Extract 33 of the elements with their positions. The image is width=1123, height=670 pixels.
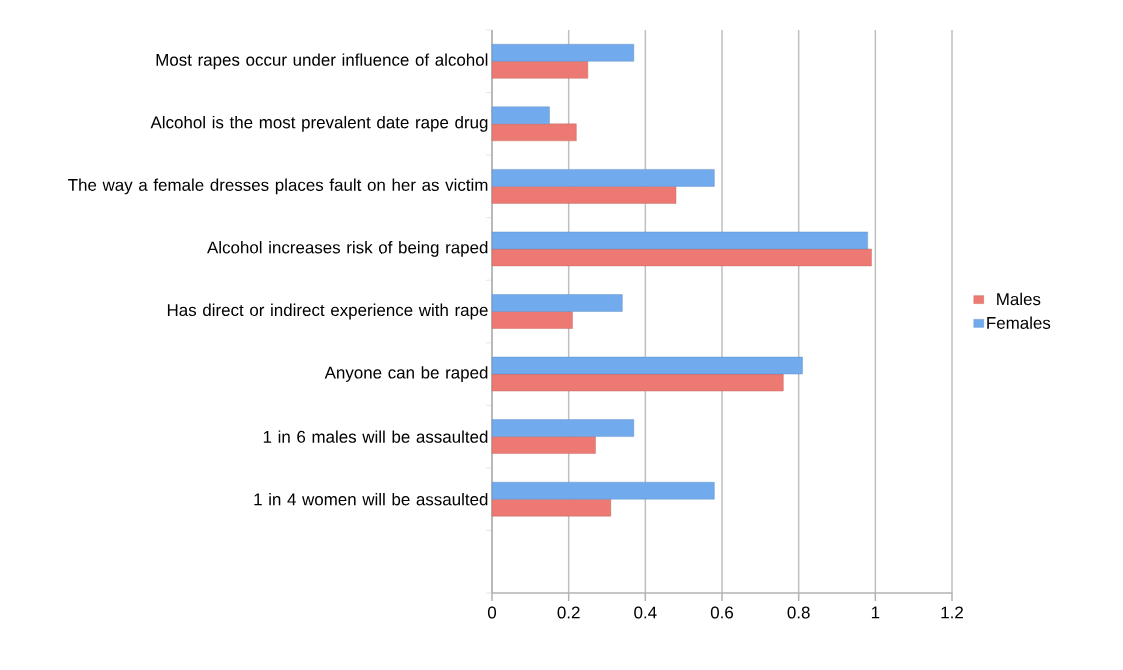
y-tick-label: 1 in 4 women will be assaulted (254, 492, 488, 506)
bar (491, 481, 715, 500)
bar (491, 436, 596, 454)
bar (491, 61, 589, 79)
x-tick-label: 0.6 (710, 606, 734, 619)
y-tick-label: Has direct or indirect experience with rape (167, 303, 488, 320)
x-tick-label: 0 (487, 606, 497, 619)
bar (491, 169, 715, 187)
bar (491, 373, 784, 392)
legend-label: Males (997, 292, 1041, 306)
bar (491, 294, 623, 312)
x-tick-label: 1 (871, 606, 880, 619)
bar (491, 248, 872, 267)
bar (491, 311, 573, 329)
bar (491, 186, 677, 204)
bar (491, 123, 577, 142)
x-tick-label: 0.8 (787, 606, 810, 619)
x-tick-label: 1.2 (941, 606, 963, 619)
bar (491, 106, 550, 125)
y-tick-label: Alcohol is the most prevalent date rape drug (150, 115, 488, 132)
y-tick-label: Alcohol increases risk of being raped (207, 241, 488, 257)
y-tick-label: Anyone can be raped (324, 366, 488, 382)
x-tick-label: 0.2 (557, 606, 580, 619)
bar (491, 231, 868, 250)
bar (491, 419, 635, 437)
bar (491, 356, 803, 375)
bar (491, 498, 612, 517)
x-tick-label: 0.4 (634, 606, 657, 619)
y-tick-label: The way a female dresses places fault on her as victim (68, 178, 488, 195)
y-tick-label: Most rapes occur under influence of alcohol (156, 53, 488, 70)
y-tick-label: 1 in 6 males will be assaulted (263, 430, 488, 443)
legend-label: Females (987, 316, 1051, 329)
bar (491, 44, 635, 62)
